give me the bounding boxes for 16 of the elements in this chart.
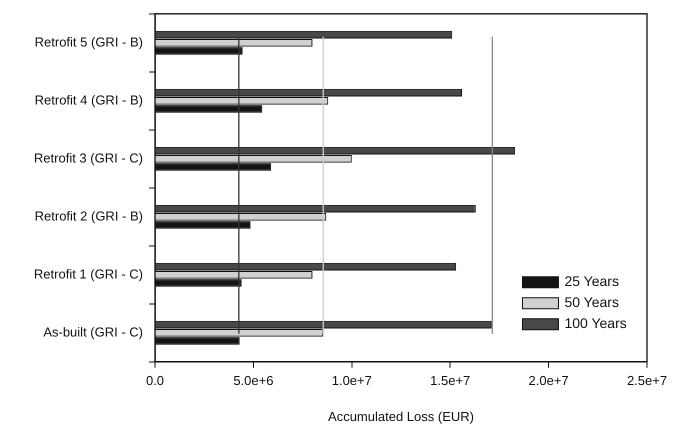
x-tick-label: 5.0e+6 bbox=[233, 373, 274, 388]
legend-label: 50 Years bbox=[564, 294, 619, 310]
x-tick-label: 1.5e+7 bbox=[430, 373, 470, 388]
x-axis-title: Accumulated Loss (EUR) bbox=[328, 408, 474, 424]
y-tick-label: Retrofit 2 (GRI - B) bbox=[34, 208, 143, 224]
x-tick-label: 2.0e+7 bbox=[528, 373, 569, 388]
legend-label: 25 Years bbox=[564, 273, 619, 290]
y-tick-label: Retrofit 5 (GRI - B) bbox=[34, 34, 143, 50]
x-tick-label: 1.0e+7 bbox=[332, 373, 372, 388]
y-tick-label: Retrofit 3 (GRI - C) bbox=[34, 150, 143, 166]
x-tick-label: 2.5e+7 bbox=[626, 373, 668, 388]
y-tick-label: As-built (GRI - C) bbox=[43, 324, 143, 340]
y-tick-label: Retrofit 4 (GRI - B) bbox=[34, 92, 143, 108]
y-tick-label: Retrofit 1 (GRI - C) bbox=[34, 266, 143, 282]
legend-label: 100 Years bbox=[564, 315, 627, 332]
x-tick-label: 0.0 bbox=[146, 373, 164, 388]
